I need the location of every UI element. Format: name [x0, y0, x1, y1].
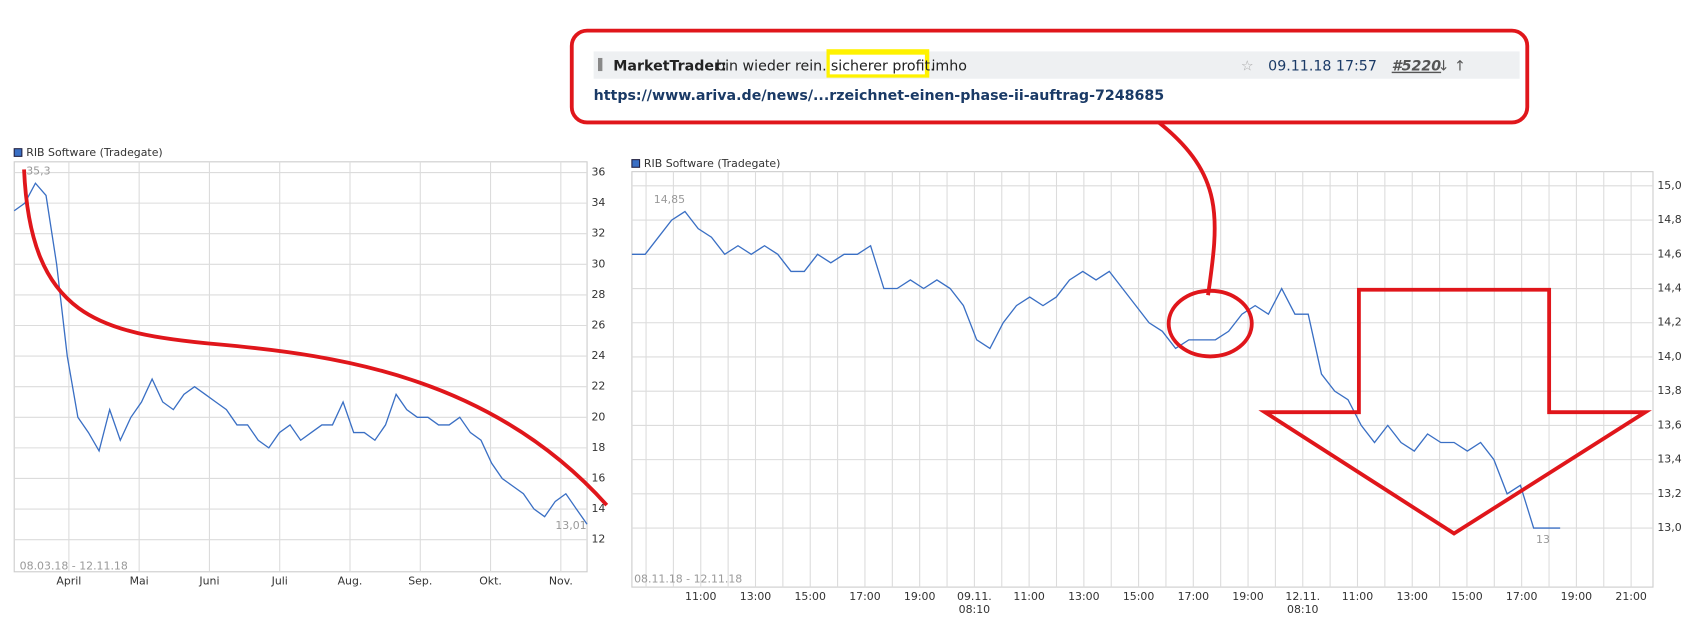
x-tick-label: 11:00 — [1013, 590, 1045, 603]
x-tick-label: 11:00 — [1342, 590, 1374, 603]
y-tick-label: 18 — [591, 441, 605, 454]
legend-swatch — [13, 148, 23, 157]
circle-mark — [1166, 288, 1254, 359]
y-tick-label: 13,6 — [1657, 418, 1681, 431]
y-tick-label: 14,4 — [1657, 282, 1681, 295]
y-tick-label: 14,8 — [1657, 213, 1681, 226]
user-icon — [598, 57, 603, 72]
min-label: 13 — [1536, 533, 1550, 546]
y-tick-label: 13,0 — [1657, 521, 1681, 534]
x-tick-label: 19:00 — [904, 590, 936, 603]
y-tick-label: 26 — [591, 318, 605, 331]
plot-frame — [631, 171, 1654, 588]
user-name[interactable]: MarketTrader: — [613, 59, 726, 75]
max-label: 35,3 — [26, 165, 50, 178]
post-frame — [569, 28, 1530, 125]
legend-swatch — [631, 159, 641, 168]
post-date: 09.11.18 17:57 — [1268, 59, 1377, 75]
range-label: 08.11.18 - 12.11.18 — [634, 572, 742, 585]
x-tick-label: Nov. — [549, 575, 573, 588]
x-tick-label: 13:00 — [1396, 590, 1428, 603]
x-tick-label: April — [56, 575, 81, 588]
post-highlight: sicherer profit. — [831, 59, 935, 75]
x-tick-label: Mai — [130, 575, 149, 588]
y-tick-label: 28 — [591, 288, 605, 301]
x-tick-label: Juli — [271, 575, 288, 588]
y-tick-label: 15,0 — [1657, 179, 1681, 192]
x-tick-label: Okt. — [479, 575, 502, 588]
legend-label: RIB Software (Tradegate) — [644, 157, 780, 170]
chart-right: RIB Software (Tradegate) 13,0 13,2 13,4 13,6… — [631, 157, 1682, 616]
plot-frame — [13, 161, 588, 573]
y-tick-label: 13,4 — [1657, 453, 1681, 466]
x-tick-label: 15:00 — [794, 590, 826, 603]
x-tick-label: 19:00 — [1232, 590, 1264, 603]
x-tick-label: Aug. — [338, 575, 363, 588]
y-tick-label: 14,2 — [1657, 316, 1681, 329]
y-tick-label: 30 — [591, 257, 605, 270]
y-tick-label: 22 — [591, 380, 605, 393]
highlight-inner — [829, 54, 925, 75]
x-tick-label: 15:00 — [1123, 590, 1155, 603]
x-date-label: 09.11. — [957, 590, 992, 603]
down-arrow — [1258, 287, 1652, 536]
y-tick-label: 24 — [591, 349, 605, 362]
x-tick-label: 15:00 — [1451, 590, 1483, 603]
x-tick-label: 11:00 — [685, 590, 717, 603]
post-header — [593, 51, 1520, 79]
x-tick-label: 17:00 — [1506, 590, 1538, 603]
x-date-label: 12.11. — [1285, 590, 1320, 603]
y-tick-label: 32 — [591, 227, 605, 240]
x-tick-label: 08:10 — [959, 603, 991, 616]
annotations — [22, 28, 1652, 536]
connector — [1157, 120, 1217, 296]
y-tick-label: 16 — [591, 471, 605, 484]
x-tick-label: Juni — [198, 575, 219, 588]
range-label: 08.03.18 - 12.11.18 — [20, 559, 128, 572]
trend-curve — [22, 169, 609, 507]
chart-left: RIB Software (Tradegate) 12 14 16 18 20 22 24 26… — [13, 146, 605, 588]
post-text: bin wieder rein.. — [716, 59, 831, 75]
y-tick-label: 34 — [591, 196, 605, 209]
star-icon[interactable]: ☆ — [1241, 59, 1254, 75]
post-text: imho — [931, 59, 966, 75]
x-tick-label: 13:00 — [740, 590, 772, 603]
nav-arrows[interactable]: ↓ ↑ — [1438, 59, 1466, 75]
max-label: 14,85 — [654, 193, 685, 206]
price-line — [13, 182, 588, 525]
y-tick-label: 36 — [591, 166, 605, 179]
y-tick-label: 14,6 — [1657, 247, 1681, 260]
y-tick-label: 14 — [591, 502, 605, 515]
x-tick-label: 21:00 — [1615, 590, 1647, 603]
y-tick-label: 20 — [591, 410, 605, 423]
forum-post: MarketTrader: bin wieder rein.. sicherer… — [593, 49, 1520, 104]
y-tick-label: 14,0 — [1657, 350, 1681, 363]
y-tick-label: 12 — [591, 533, 605, 546]
x-tick-label: 17:00 — [849, 590, 881, 603]
x-tick-label: 08:10 — [1287, 603, 1319, 616]
y-tick-label: 13,2 — [1657, 487, 1681, 500]
x-tick-label: Sep. — [408, 575, 432, 588]
price-line — [631, 210, 1561, 529]
legend-label: RIB Software (Tradegate) — [26, 146, 162, 159]
y-tick-label: 13,8 — [1657, 384, 1681, 397]
x-tick-label: 19:00 — [1561, 590, 1593, 603]
x-tick-label: 13:00 — [1068, 590, 1100, 603]
min-label: 13,01 — [555, 519, 586, 532]
post-id[interactable]: #5220 — [1392, 59, 1442, 75]
post-link[interactable]: https://www.ariva.de/news/...rzeichnet-e… — [594, 88, 1165, 104]
x-tick-label: 17:00 — [1178, 590, 1210, 603]
